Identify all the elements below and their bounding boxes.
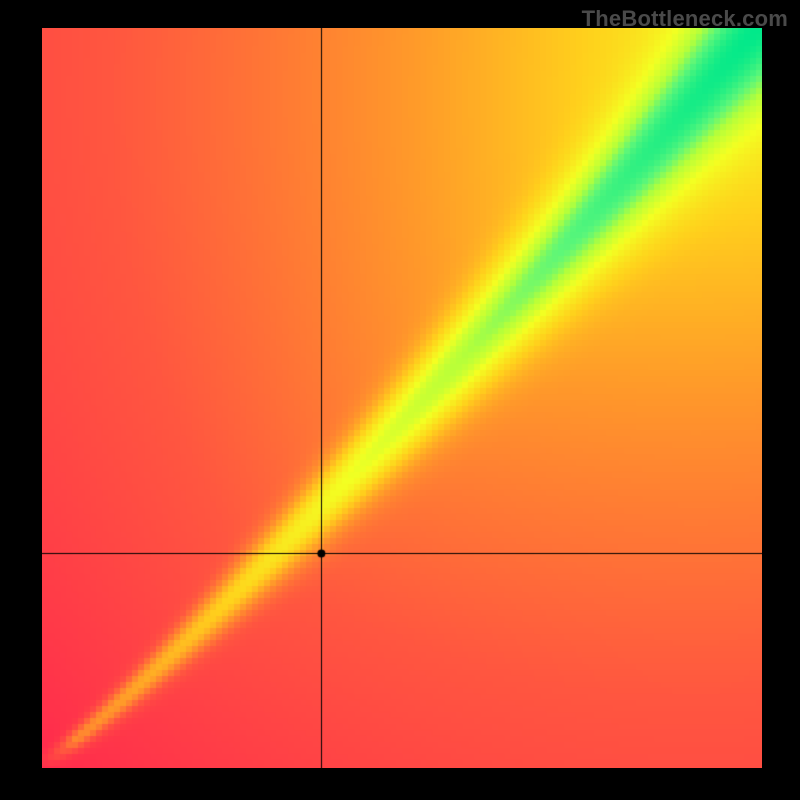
watermark-text: TheBottleneck.com	[582, 6, 788, 32]
heatmap-canvas	[42, 28, 762, 768]
plot-wrap	[42, 28, 762, 768]
chart-container: TheBottleneck.com	[0, 0, 800, 800]
